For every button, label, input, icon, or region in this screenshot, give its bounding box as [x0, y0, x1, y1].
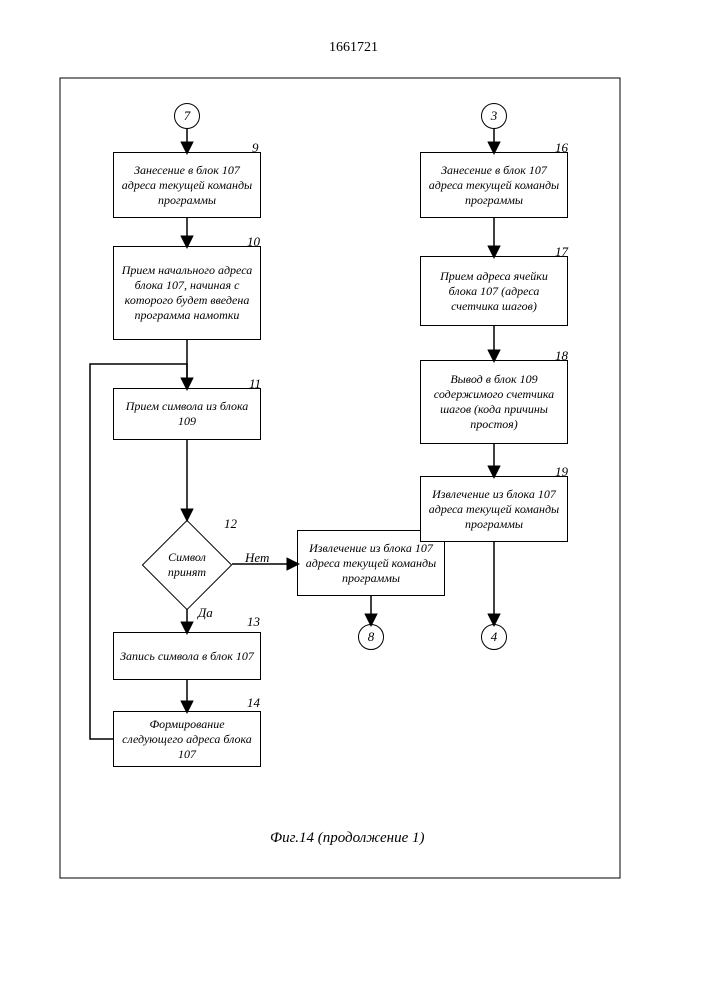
- connector-7: 7: [174, 103, 200, 129]
- box-17: Прием адреса ячейки блока 107 (адреса сч…: [420, 256, 568, 326]
- box-18: Вывод в блок 109 содержимого счетчика ша…: [420, 360, 568, 444]
- num-12: 12: [224, 516, 237, 532]
- label-da: Да: [198, 605, 213, 621]
- label-net: Нет: [245, 550, 269, 566]
- connector-4: 4: [481, 624, 507, 650]
- decision-12: Символ принят: [142, 520, 233, 611]
- connector-8: 8: [358, 624, 384, 650]
- decision-12-text: Символ принят: [160, 550, 214, 580]
- num-10: 10: [247, 234, 260, 250]
- figure-caption: Фиг.14 (продолжение 1): [270, 830, 425, 847]
- box-10: Прием начального адреса блока 107, начин…: [113, 246, 261, 340]
- num-13: 13: [247, 614, 260, 630]
- num-16: 16: [555, 140, 568, 156]
- num-19: 19: [555, 464, 568, 480]
- box-11: Прием символа из блока 109: [113, 388, 261, 440]
- box-9: Занесение в блок 107 адреса текущей кома…: [113, 152, 261, 218]
- page-number: 1661721: [329, 40, 378, 56]
- num-14: 14: [247, 695, 260, 711]
- box-19: Извлечение из блока 107 адреса текущей к…: [420, 476, 568, 542]
- box-13: Запись символа в блок 107: [113, 632, 261, 680]
- box-14: Формирование следующего адреса блока 107: [113, 711, 261, 767]
- box-16: Занесение в блок 107 адреса текущей кома…: [420, 152, 568, 218]
- flowchart-lines: [0, 0, 707, 1000]
- num-18: 18: [555, 348, 568, 364]
- connector-3: 3: [481, 103, 507, 129]
- num-9: 9: [252, 140, 259, 156]
- num-17: 17: [555, 244, 568, 260]
- num-11: 11: [249, 376, 261, 392]
